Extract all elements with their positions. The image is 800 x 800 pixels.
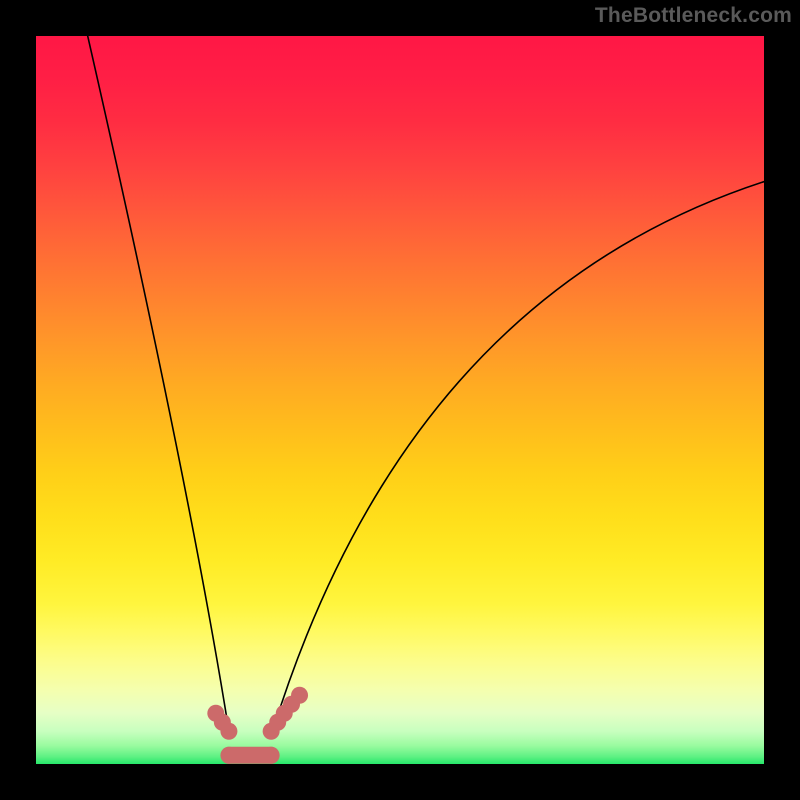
chart-plot-area [36, 36, 764, 764]
valley-marker-dot [263, 747, 280, 764]
valley-marker-dot [220, 747, 237, 764]
watermark-text: TheBottleneck.com [595, 4, 792, 28]
chart-svg [36, 36, 764, 764]
gradient-background [36, 36, 764, 764]
valley-marker-dot [220, 723, 237, 740]
valley-marker-dot [291, 687, 308, 704]
figure-root: TheBottleneck.com [0, 0, 800, 800]
